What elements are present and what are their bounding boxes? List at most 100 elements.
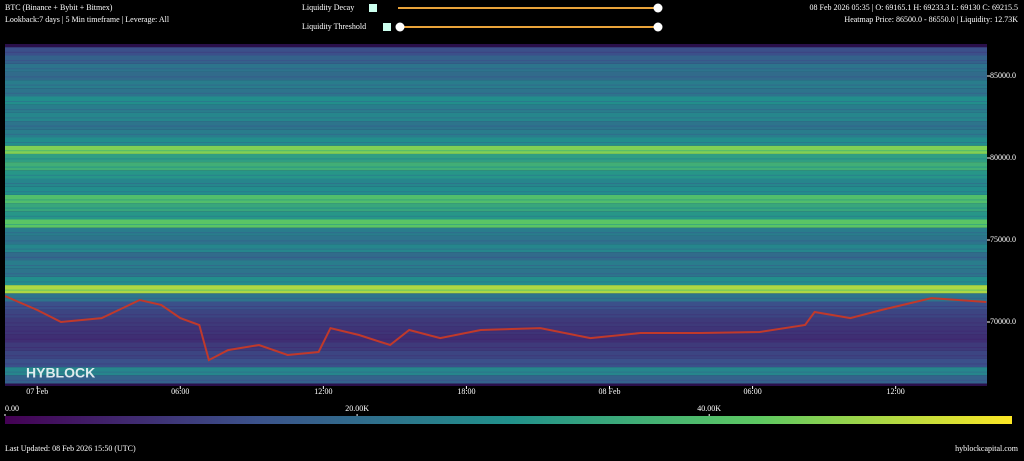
heat-stripe [5, 265, 987, 266]
heat-stripe [5, 183, 987, 184]
heat-band [5, 96, 987, 104]
heat-band [5, 244, 987, 252]
heat-band [5, 72, 987, 80]
x-tick-label: 07 Feb [26, 387, 48, 396]
heat-stripe [5, 126, 987, 127]
heat-band [5, 359, 987, 367]
checkbox[interactable] [369, 4, 377, 12]
x-tick-label: 06:00 [743, 387, 761, 396]
heat-stripe [5, 85, 987, 86]
heat-band [5, 170, 987, 178]
heat-stripe [5, 158, 987, 159]
y-tick-label: 85000.0 [990, 71, 1016, 80]
slider-knob[interactable] [396, 23, 405, 32]
x-tick-label: 12:00 [887, 387, 905, 396]
heat-stripe [5, 306, 987, 307]
heat-band [5, 162, 987, 170]
heat-stripe [5, 290, 987, 291]
heat-band [5, 236, 987, 244]
heat-stripe [5, 281, 987, 282]
colorbar-tick-label: 0.00 [5, 404, 19, 413]
heat-band [5, 351, 987, 359]
heat-band [5, 55, 987, 63]
heat-stripe [5, 167, 987, 168]
ohlc: 08 Feb 2026 05:35 | O: 69165.1 H: 69233.… [810, 3, 1019, 12]
slider-knob[interactable] [654, 4, 663, 13]
heat-band [5, 113, 987, 121]
heat-stripe [5, 249, 987, 250]
heat-stripe [5, 257, 987, 258]
heat-band [5, 367, 987, 375]
heat-stripe [5, 273, 987, 274]
heat-band [5, 293, 987, 301]
title: BTC (Binance + Bybit + Bitmex) [5, 3, 113, 12]
x-tick-label: 18:00 [457, 387, 475, 396]
slider-knob[interactable] [654, 23, 663, 32]
heat-stripe [5, 240, 987, 241]
x-tick-label: 08 Feb [599, 387, 621, 396]
heat-band [5, 105, 987, 113]
heat-stripe [5, 191, 987, 192]
checkbox[interactable] [383, 23, 391, 31]
heat-band [5, 80, 987, 88]
heat-band [5, 269, 987, 277]
last-updated: Last Updated: 08 Feb 2026 15:50 (UTC) [5, 444, 136, 453]
heat-band [5, 285, 987, 293]
colorbar-tick-label: 40.00K [697, 404, 721, 413]
heat-stripe [5, 363, 987, 364]
heat-stripe [5, 232, 987, 233]
heat-band [5, 137, 987, 145]
heat-band [5, 211, 987, 219]
heat-band [5, 129, 987, 137]
heat-band [5, 203, 987, 211]
heat-band [5, 252, 987, 260]
heat-band [5, 343, 987, 351]
heat-stripe [5, 347, 987, 348]
x-tick-label: 06:00 [171, 387, 189, 396]
heat-stripe [5, 150, 987, 151]
heat-stripe [5, 76, 987, 77]
heat-stripe [5, 93, 987, 94]
heat-band [5, 220, 987, 228]
heat-band [5, 261, 987, 269]
heat-band [5, 318, 987, 326]
heat-stripe [5, 199, 987, 200]
heat-stripe [5, 216, 987, 217]
heat-band [5, 154, 987, 162]
heat-stripe [5, 322, 987, 323]
x-tick-label: 12:00 [314, 387, 332, 396]
heat-stripe [5, 52, 987, 53]
heat-stripe [5, 372, 987, 373]
control-label: Liquidity Decay [302, 3, 354, 12]
y-tick-label: 75000.0 [990, 235, 1016, 244]
y-tick-label: 80000.0 [990, 153, 1016, 162]
heat-stripe [5, 380, 987, 381]
heat-stripe [5, 134, 987, 135]
heat-stripe [5, 224, 987, 225]
colorbar [5, 416, 1012, 424]
colorbar-tick-label: 20.00K [345, 404, 369, 413]
heat-band [5, 228, 987, 236]
heat-stripe [5, 208, 987, 209]
heat-band [5, 334, 987, 342]
subtitle: Lookback:7 days | 5 Min timeframe | Leve… [5, 15, 170, 24]
control-label: Liquidity Threshold [302, 22, 366, 31]
heat-stripe [5, 314, 987, 315]
heat-band [5, 64, 987, 72]
heat-band [5, 375, 987, 383]
heat-stripe [5, 109, 987, 110]
heat-band [5, 277, 987, 285]
heat-band [5, 121, 987, 129]
heat-stripe [5, 339, 987, 340]
site: hyblockcapital.com [955, 444, 1019, 453]
heat-band [5, 47, 987, 55]
heat-stripe [5, 175, 987, 176]
y-tick-label: 70000.0 [990, 317, 1016, 326]
heat-stripe [5, 60, 987, 61]
heat-band [5, 179, 987, 187]
heatmap-info: Heatmap Price: 86500.0 - 86550.0 | Liqui… [844, 15, 1018, 24]
heat-stripe [5, 355, 987, 356]
heat-band [5, 146, 987, 154]
